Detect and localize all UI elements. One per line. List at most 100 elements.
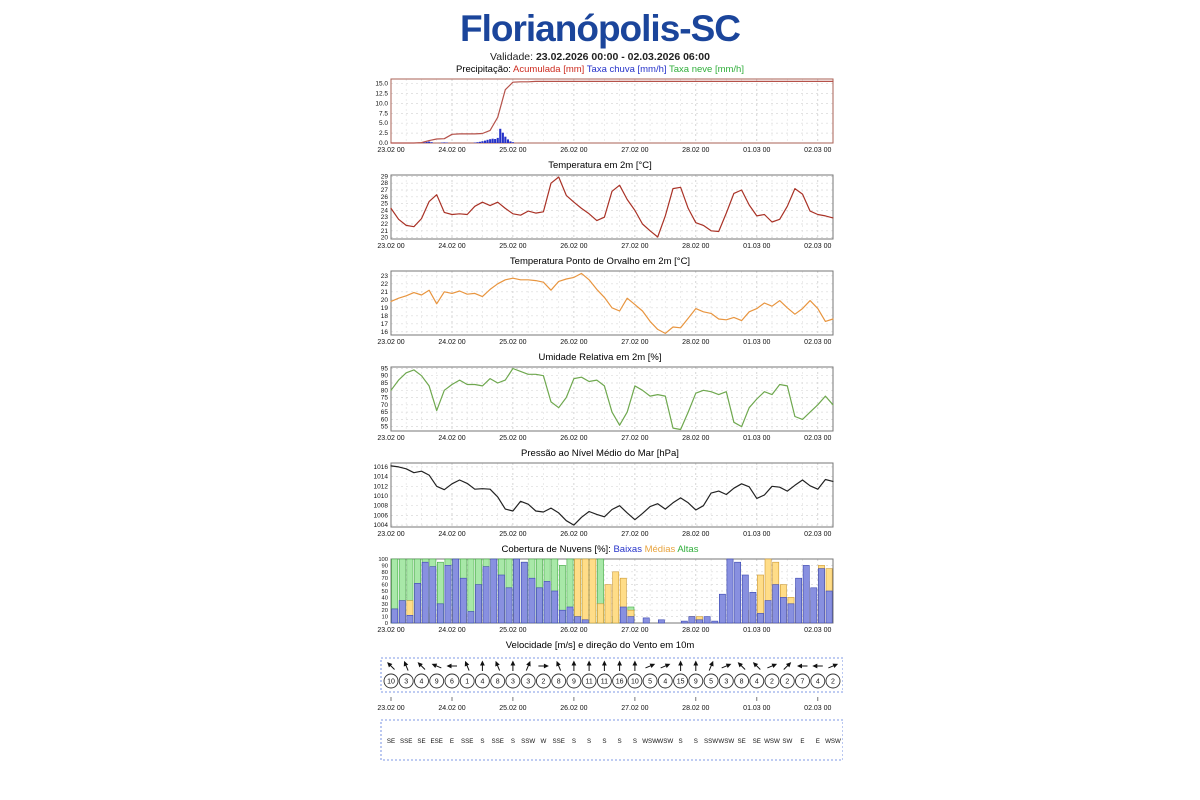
svg-text:7: 7 bbox=[801, 679, 805, 686]
chart-cloud-cover: Cobertura de Nuvens [%]: Baixas Médias A… bbox=[357, 544, 843, 636]
svg-text:01.03 00: 01.03 00 bbox=[743, 531, 770, 538]
svg-text:1008: 1008 bbox=[374, 503, 389, 510]
svg-text:90: 90 bbox=[381, 373, 389, 380]
svg-text:27.02 00: 27.02 00 bbox=[621, 531, 648, 538]
svg-text:4: 4 bbox=[480, 679, 484, 686]
svg-text:02.03 00: 02.03 00 bbox=[804, 147, 831, 154]
wind-arrow-icon bbox=[571, 660, 577, 671]
svg-text:8: 8 bbox=[740, 679, 744, 686]
svg-text:E: E bbox=[800, 738, 804, 745]
svg-text:S: S bbox=[480, 738, 484, 745]
svg-text:SSE: SSE bbox=[553, 738, 565, 745]
svg-text:26.02 00: 26.02 00 bbox=[560, 435, 587, 442]
svg-text:28.02 00: 28.02 00 bbox=[682, 531, 709, 538]
svg-text:W: W bbox=[540, 738, 546, 745]
svg-text:27.02 00: 27.02 00 bbox=[621, 705, 648, 712]
svg-text:26: 26 bbox=[381, 194, 389, 201]
svg-text:20: 20 bbox=[381, 235, 389, 242]
svg-text:30: 30 bbox=[382, 602, 388, 608]
svg-text:01.03 00: 01.03 00 bbox=[743, 705, 770, 712]
wind-arrow-icon bbox=[752, 662, 761, 670]
svg-text:11: 11 bbox=[601, 679, 608, 686]
wind-arrow-icon bbox=[632, 660, 638, 671]
svg-text:4: 4 bbox=[755, 679, 759, 686]
svg-text:6: 6 bbox=[450, 679, 454, 686]
svg-text:28: 28 bbox=[381, 180, 389, 187]
chart-title: Velocidade [m/s] e direção do Vento em 1… bbox=[505, 640, 695, 651]
wind-arrow-icon bbox=[783, 662, 792, 670]
svg-text:01.03 00: 01.03 00 bbox=[743, 147, 770, 154]
chart-relative-humidity: Umidade Relativa em 2m [%] 55 60 65 70 75 80 85… bbox=[357, 352, 843, 444]
svg-text:02.03 00: 02.03 00 bbox=[804, 627, 831, 634]
svg-text:27.02 00: 27.02 00 bbox=[621, 435, 648, 442]
svg-text:24.02 00: 24.02 00 bbox=[438, 147, 465, 154]
svg-text:23.02 00: 23.02 00 bbox=[377, 627, 404, 634]
svg-text:20: 20 bbox=[381, 297, 389, 304]
svg-text:25.02 00: 25.02 00 bbox=[499, 243, 526, 250]
svg-text:26.02 00: 26.02 00 bbox=[560, 705, 587, 712]
wind-arrow-icon bbox=[828, 663, 839, 669]
svg-text:E: E bbox=[816, 738, 820, 745]
svg-text:10: 10 bbox=[387, 679, 395, 686]
svg-text:15: 15 bbox=[677, 679, 685, 686]
svg-text:23: 23 bbox=[381, 214, 389, 221]
svg-text:SSE: SSE bbox=[461, 738, 473, 745]
svg-text:27.02 00: 27.02 00 bbox=[621, 243, 648, 250]
svg-text:29: 29 bbox=[381, 173, 389, 180]
svg-text:S: S bbox=[602, 738, 606, 745]
wind-arrow-icon bbox=[737, 662, 746, 670]
svg-text:27.02 00: 27.02 00 bbox=[621, 627, 648, 634]
svg-text:SSE: SSE bbox=[492, 738, 504, 745]
svg-text:4: 4 bbox=[816, 679, 820, 686]
svg-text:18: 18 bbox=[381, 313, 389, 320]
svg-text:3: 3 bbox=[511, 679, 515, 686]
chart-title: Umidade Relativa em 2m [%] bbox=[538, 352, 662, 363]
svg-text:WSW: WSW bbox=[825, 738, 841, 745]
chart-title: Pressão ao Nível Médio do Mar [hPa] bbox=[521, 448, 679, 459]
svg-text:16: 16 bbox=[616, 679, 624, 686]
svg-text:60: 60 bbox=[381, 416, 389, 423]
svg-text:02.03 00: 02.03 00 bbox=[804, 705, 831, 712]
svg-text:9: 9 bbox=[694, 679, 698, 686]
wind-arrow-icon bbox=[678, 660, 683, 671]
wind-arrow-icon bbox=[525, 660, 531, 671]
svg-text:SE: SE bbox=[737, 738, 745, 745]
wind-arrow-icon bbox=[721, 663, 732, 669]
svg-text:7.5: 7.5 bbox=[379, 110, 388, 117]
meteogram-page: Florianópolis-SC Validade: 23.02.2026 00… bbox=[357, 0, 843, 770]
svg-text:1016: 1016 bbox=[374, 464, 389, 471]
svg-text:5: 5 bbox=[648, 679, 652, 686]
svg-text:10: 10 bbox=[382, 615, 388, 621]
svg-text:15.0: 15.0 bbox=[375, 81, 388, 88]
chart-canvas: 0.0 2.5 5.0 7.5 10.0 12.5 15.0 23.02 00 24.02 00… bbox=[375, 78, 834, 154]
svg-text:25.02 00: 25.02 00 bbox=[499, 435, 526, 442]
chart-wind-10m: Velocidade [m/s] e direção do Vento em 1… bbox=[357, 640, 843, 770]
svg-text:1006: 1006 bbox=[374, 512, 389, 519]
svg-text:75: 75 bbox=[381, 395, 389, 402]
svg-text:27: 27 bbox=[381, 187, 389, 194]
wind-arrow-icon bbox=[767, 663, 778, 669]
svg-text:02.03 00: 02.03 00 bbox=[804, 339, 831, 346]
svg-text:40: 40 bbox=[382, 595, 388, 601]
chart-canvas: 10 3 4 9 6 1 4 8 3 3 2 8 9 11 11 16 10 5 4 15 9 5 3 8 4 2 2 7 4 2 23.0… bbox=[377, 657, 843, 761]
wind-arrow-icon bbox=[431, 663, 442, 669]
svg-text:90: 90 bbox=[382, 563, 388, 569]
validity-label: Validade: bbox=[490, 51, 534, 63]
svg-text:S: S bbox=[633, 738, 637, 745]
wind-arrow-icon bbox=[538, 663, 549, 669]
wind-arrow-icon bbox=[708, 660, 714, 671]
svg-text:26.02 00: 26.02 00 bbox=[560, 243, 587, 250]
svg-text:0: 0 bbox=[385, 621, 388, 627]
svg-text:1012: 1012 bbox=[374, 483, 389, 490]
svg-text:9: 9 bbox=[435, 679, 439, 686]
wind-arrow-icon bbox=[617, 660, 622, 671]
svg-text:28.02 00: 28.02 00 bbox=[682, 147, 709, 154]
svg-text:S: S bbox=[511, 738, 515, 745]
svg-text:85: 85 bbox=[381, 380, 389, 387]
svg-text:8: 8 bbox=[557, 679, 561, 686]
svg-text:E: E bbox=[450, 738, 454, 745]
svg-text:SSW: SSW bbox=[704, 738, 718, 745]
svg-text:2: 2 bbox=[831, 679, 835, 686]
svg-text:26.02 00: 26.02 00 bbox=[560, 627, 587, 634]
svg-text:22: 22 bbox=[381, 281, 389, 288]
